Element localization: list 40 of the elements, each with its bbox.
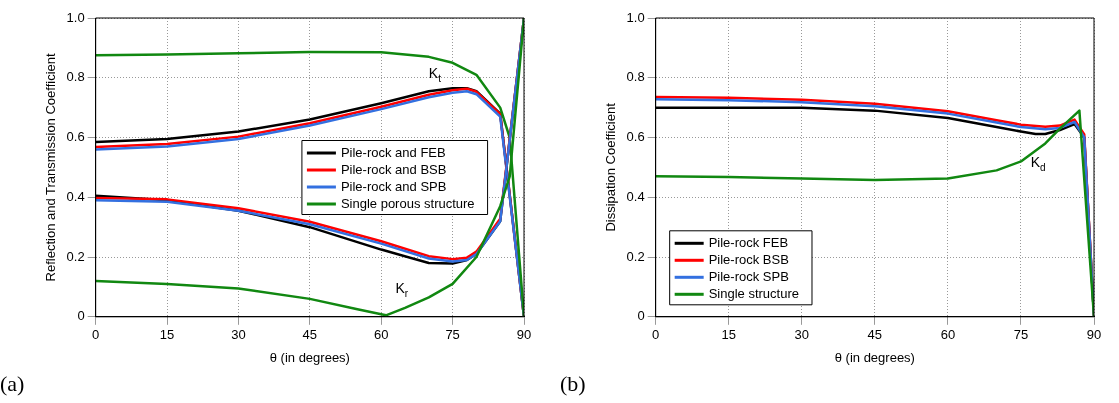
text: (a) <box>0 371 25 397</box>
x-axis-title: θ (in degrees) <box>834 349 915 365</box>
x-tick-label: 15 <box>159 327 175 343</box>
x-tick-label: 75 <box>1013 327 1029 343</box>
y-axis-title: Dissipation Coefficient <box>603 102 619 232</box>
y-tick-label: 0.2 <box>626 248 645 264</box>
x-tick-label: 90 <box>516 327 532 343</box>
y-tick-label: 0.2 <box>66 248 85 264</box>
text: (b) <box>560 371 586 397</box>
y-tick-label: 0.4 <box>66 188 85 204</box>
x-axis-title: θ (in degrees) <box>269 349 350 365</box>
y-tick-label: 0 <box>77 308 85 324</box>
x-tick-label: 60 <box>373 327 389 343</box>
legend-label: Single structure <box>708 285 799 301</box>
x-tick-label: 15 <box>721 327 736 343</box>
x-tick-label: 60 <box>940 327 956 343</box>
y-tick-label: 1.0 <box>626 9 645 25</box>
y-tick-label: 0 <box>637 308 645 324</box>
y-tick-label: 0.8 <box>66 69 85 85</box>
x-tick-label: 0 <box>92 327 100 343</box>
y-tick-label: 0.8 <box>626 69 645 85</box>
y-tick-label: 0.6 <box>626 129 645 145</box>
x-tick-label: 45 <box>867 327 883 343</box>
y-axis-title: Reflection and Transmission Coefficient <box>43 52 59 282</box>
x-tick-label: 30 <box>794 327 810 343</box>
x-tick-label: 45 <box>302 327 318 343</box>
y-tick-label: 0.4 <box>626 188 645 204</box>
x-tick-label: 90 <box>1086 327 1102 343</box>
x-tick-label: 75 <box>445 327 460 343</box>
legend-label: Pile-rock and FEB <box>340 144 446 160</box>
legend-label: Pile-rock and SPB <box>340 178 447 194</box>
legend-label: Pile-rock SPB <box>708 268 789 284</box>
legend-label: Pile-rock and BSB <box>340 161 447 177</box>
x-tick-label: 0 <box>652 327 660 343</box>
legend-label: Single porous structure <box>340 195 475 211</box>
legend-label: Pile-rock FEB <box>708 234 789 250</box>
x-tick-label: 30 <box>231 327 246 343</box>
y-tick-label: 0.6 <box>66 129 85 145</box>
y-tick-label: 1.0 <box>66 9 85 25</box>
legend-label: Pile-rock BSB <box>708 251 789 267</box>
